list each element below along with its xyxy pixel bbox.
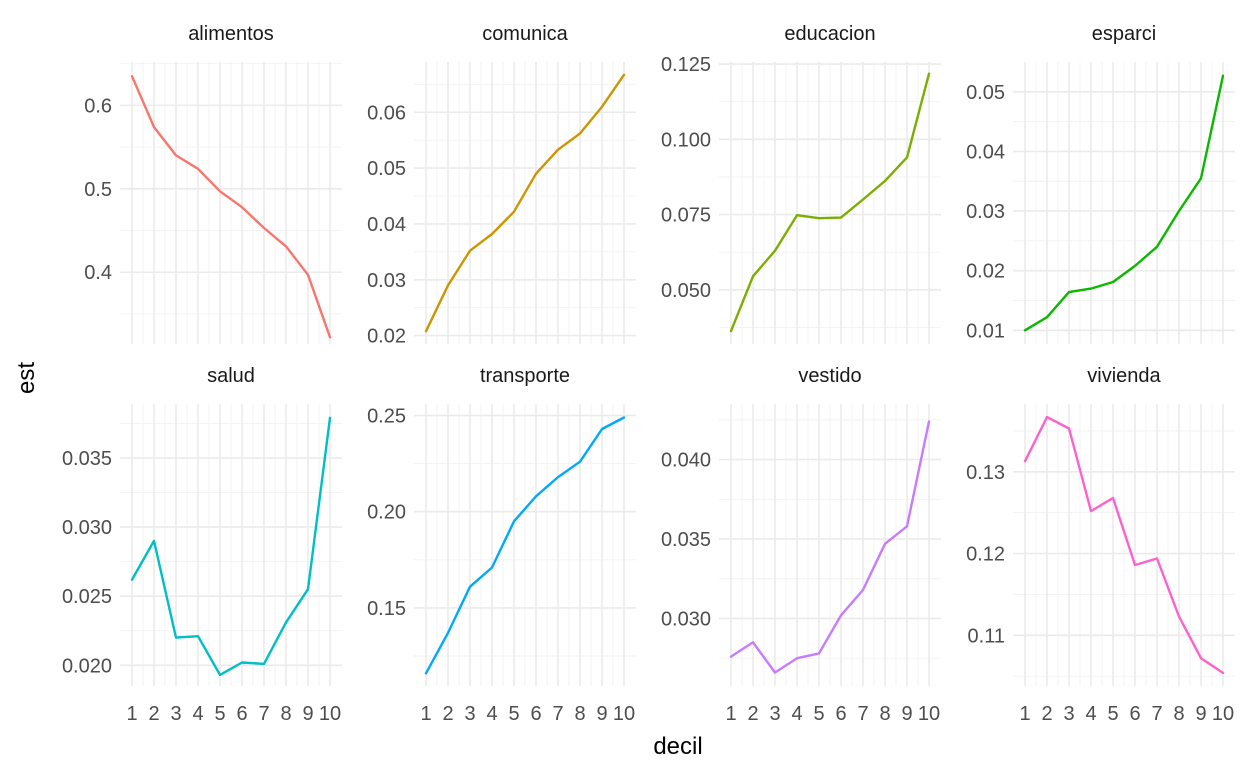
x-tick-label: 5 bbox=[214, 703, 225, 725]
x-tick-label: 4 bbox=[192, 703, 203, 725]
x-tick-label: 10 bbox=[918, 703, 940, 725]
y-tick-label: 0.20 bbox=[367, 502, 406, 524]
x-tick-label: 3 bbox=[769, 703, 780, 725]
x-tick-label: 2 bbox=[747, 703, 758, 725]
y-tick-label: 0.030 bbox=[661, 608, 711, 630]
x-tick-label: 9 bbox=[1195, 703, 1206, 725]
x-tick-label: 8 bbox=[1173, 703, 1184, 725]
facet-strip-label: alimentos bbox=[188, 23, 274, 45]
x-tick-label: 2 bbox=[442, 703, 453, 725]
x-tick-label: 6 bbox=[835, 703, 846, 725]
x-tick-label: 10 bbox=[1212, 703, 1234, 725]
series-line-esparci bbox=[1023, 74, 1225, 332]
x-tick-label: 1 bbox=[420, 703, 431, 725]
x-tick-label: 3 bbox=[464, 703, 475, 725]
x-tick-label: 5 bbox=[1107, 703, 1118, 725]
y-tick-label: 0.05 bbox=[966, 82, 1005, 104]
x-tick-label: 1 bbox=[126, 703, 137, 725]
y-tick-label: 0.02 bbox=[367, 326, 406, 348]
y-tick-label: 0.11 bbox=[968, 625, 1005, 647]
x-tick-label: 9 bbox=[302, 703, 313, 725]
y-tick-label: 0.050 bbox=[661, 280, 711, 302]
x-tick-label: 8 bbox=[879, 703, 890, 725]
series-line-vestido bbox=[729, 420, 931, 674]
facet-strip-label: salud bbox=[207, 365, 255, 387]
y-tick-label: 0.06 bbox=[367, 102, 406, 124]
x-tick-label: 9 bbox=[901, 703, 912, 725]
y-tick-label: 0.5 bbox=[84, 179, 112, 201]
series-line-comunica bbox=[424, 73, 626, 333]
x-axis-title: decil bbox=[653, 733, 702, 760]
y-tick-label: 0.030 bbox=[62, 517, 112, 539]
y-tick-label: 0.025 bbox=[62, 586, 112, 608]
y-tick-label: 0.020 bbox=[62, 655, 112, 677]
y-tick-label: 0.04 bbox=[367, 214, 406, 236]
facet-strip-label: vivienda bbox=[1087, 365, 1161, 387]
facet-strip-label: esparci bbox=[1092, 23, 1156, 45]
x-tick-label: 4 bbox=[1085, 703, 1096, 725]
y-tick-label: 0.035 bbox=[661, 529, 711, 551]
x-tick-label: 6 bbox=[1129, 703, 1140, 725]
y-tick-label: 0.25 bbox=[367, 406, 406, 428]
y-tick-label: 0.100 bbox=[661, 129, 711, 151]
facet-strip-label: educacion bbox=[784, 23, 875, 45]
x-tick-label: 3 bbox=[170, 703, 181, 725]
x-tick-label: 6 bbox=[236, 703, 247, 725]
y-tick-label: 0.02 bbox=[966, 261, 1005, 283]
facet-panel-comunica: 0.02 0.03 0.04 0.05 0.06 comunica bbox=[367, 23, 636, 348]
x-tick-label: 3 bbox=[1063, 703, 1074, 725]
facet-strip-label: vestido bbox=[798, 365, 861, 387]
facet-strip-label: transporte bbox=[480, 365, 570, 387]
series-line-educacion bbox=[729, 72, 931, 333]
y-tick-label: 0.05 bbox=[367, 158, 406, 180]
series-line-alimentos bbox=[130, 74, 332, 339]
y-tick-label: 0.12 bbox=[966, 544, 1005, 566]
x-tick-label: 1 bbox=[725, 703, 736, 725]
facet-panel-transporte: 0.15 0.20 0.25 transporte 1 2 3 4 5 6 7 8 9 10 bbox=[367, 365, 636, 725]
x-tick-label: 5 bbox=[813, 703, 824, 725]
y-tick-label: 0.03 bbox=[367, 270, 406, 292]
facet-panel-esparci: 0.01 0.02 0.03 0.04 0.05 esparci bbox=[966, 23, 1235, 344]
facet-panel-vestido: 0.030 0.035 0.040 vestido 1 2 3 4 5 6 7 8 9 10 bbox=[661, 365, 941, 725]
y-tick-label: 0.03 bbox=[966, 201, 1005, 223]
x-tick-label: 1 bbox=[1019, 703, 1030, 725]
series-line-salud bbox=[130, 416, 332, 677]
facet-panel-vivienda: 0.11 0.12 0.13 vivienda 1 2 3 4 5 6 7 8 9 10 bbox=[966, 365, 1235, 725]
x-tick-label: 7 bbox=[258, 703, 269, 725]
x-tick-label: 7 bbox=[552, 703, 563, 725]
x-tick-label: 7 bbox=[1151, 703, 1162, 725]
x-tick-label: 10 bbox=[319, 703, 341, 725]
y-tick-label: 0.01 bbox=[966, 320, 1005, 342]
x-tick-label: 4 bbox=[486, 703, 497, 725]
facet-panels: 0.4 0.5 0.6 alimentos 0.02 0.03 0.04 0.05 0.06 co… bbox=[62, 23, 1235, 725]
facet-panel-educacion: 0.050 0.075 0.100 0.125 educacion bbox=[661, 23, 941, 344]
facet-strip-label: comunica bbox=[482, 23, 568, 45]
y-tick-label: 0.035 bbox=[62, 448, 112, 470]
y-tick-label: 0.15 bbox=[367, 598, 406, 620]
x-tick-label: 6 bbox=[530, 703, 541, 725]
series-line-vivienda bbox=[1023, 415, 1225, 675]
y-tick-label: 0.6 bbox=[84, 95, 112, 117]
x-tick-label: 9 bbox=[596, 703, 607, 725]
x-tick-label: 2 bbox=[148, 703, 159, 725]
series-line-transporte bbox=[424, 416, 626, 675]
x-tick-label: 8 bbox=[280, 703, 291, 725]
y-tick-label: 0.13 bbox=[966, 462, 1005, 484]
x-tick-label: 7 bbox=[857, 703, 868, 725]
y-tick-label: 0.040 bbox=[661, 450, 711, 472]
x-tick-label: 8 bbox=[574, 703, 585, 725]
x-tick-label: 2 bbox=[1041, 703, 1052, 725]
y-tick-label: 0.4 bbox=[84, 262, 112, 284]
x-tick-label: 5 bbox=[508, 703, 519, 725]
facet-panel-alimentos: 0.4 0.5 0.6 alimentos bbox=[84, 23, 342, 344]
y-tick-label: 0.075 bbox=[661, 205, 711, 227]
y-tick-label: 0.125 bbox=[661, 54, 711, 76]
facet-panel-salud: 0.020 0.025 0.030 0.035 salud 1 2 3 4 5 6 7 8 9 10 bbox=[62, 365, 342, 725]
y-axis-title: est bbox=[13, 362, 40, 394]
x-tick-label: 4 bbox=[791, 703, 802, 725]
y-tick-label: 0.04 bbox=[966, 141, 1005, 163]
x-tick-label: 10 bbox=[613, 703, 635, 725]
